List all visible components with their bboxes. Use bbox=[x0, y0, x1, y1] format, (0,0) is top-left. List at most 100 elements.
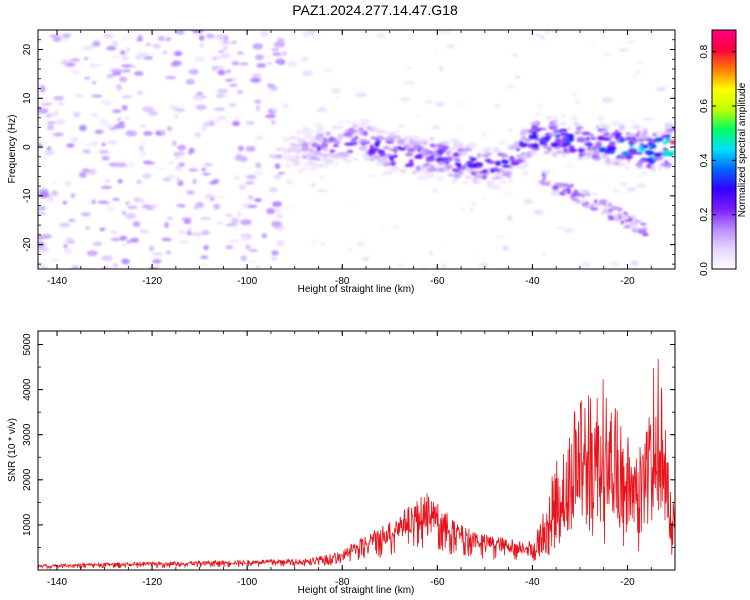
heat-cell bbox=[450, 180, 455, 184]
x-tick-label: -80 bbox=[335, 577, 350, 588]
heat-cell bbox=[501, 245, 510, 252]
colorbar-tick-label: 0.2 bbox=[699, 207, 710, 221]
heat-cell bbox=[92, 241, 103, 246]
heat-cell bbox=[175, 151, 186, 156]
heat-cell bbox=[420, 147, 427, 152]
heat-cell bbox=[333, 162, 339, 166]
spectrogram-x-label: Height of straight line (km) bbox=[298, 284, 415, 295]
heat-cell bbox=[359, 146, 368, 152]
heat-cell bbox=[584, 143, 594, 146]
heat-cell bbox=[63, 243, 68, 249]
heat-cell bbox=[245, 244, 251, 250]
heat-cell bbox=[351, 138, 356, 142]
heat-cell bbox=[311, 33, 323, 39]
heat-cell bbox=[301, 31, 313, 37]
heat-cell bbox=[632, 73, 638, 80]
heat-cell bbox=[173, 50, 183, 57]
heat-cell bbox=[662, 147, 668, 151]
heat-cell bbox=[662, 162, 673, 168]
heat-cell bbox=[265, 54, 272, 58]
heat-cell bbox=[562, 227, 575, 233]
heat-cell bbox=[225, 78, 233, 83]
heat-cell bbox=[181, 217, 193, 221]
heat-cell bbox=[607, 217, 616, 221]
heat-cell bbox=[566, 188, 571, 193]
heat-cell bbox=[237, 89, 244, 95]
heat-cell bbox=[44, 150, 56, 156]
heat-cell bbox=[333, 153, 343, 158]
heat-cell bbox=[645, 150, 655, 155]
heat-cell bbox=[238, 145, 244, 152]
heat-cell bbox=[323, 140, 328, 144]
heat-cell bbox=[151, 257, 162, 260]
y-tick-label: -20 bbox=[22, 237, 33, 252]
heat-cell bbox=[436, 143, 444, 149]
heat-cell bbox=[429, 250, 434, 256]
heat-cell bbox=[549, 150, 557, 154]
heat-cell bbox=[478, 172, 484, 179]
heat-cell bbox=[351, 141, 358, 146]
heat-cell bbox=[125, 162, 135, 169]
heat-cell bbox=[570, 116, 580, 121]
heat-cell bbox=[142, 106, 155, 113]
heat-cell bbox=[91, 94, 103, 98]
heat-cell bbox=[274, 163, 281, 169]
heat-cell bbox=[486, 160, 496, 164]
heat-cell bbox=[471, 202, 476, 206]
heat-cell bbox=[217, 116, 228, 120]
heat-cell bbox=[169, 105, 179, 110]
heat-cell bbox=[613, 161, 620, 166]
y-tick-label: 10 bbox=[22, 92, 33, 104]
heat-cell bbox=[45, 114, 52, 118]
heat-cell bbox=[541, 44, 551, 49]
heat-cell bbox=[121, 64, 133, 68]
heat-cell bbox=[602, 97, 613, 104]
heat-cell bbox=[97, 200, 109, 204]
heat-cell bbox=[269, 85, 278, 91]
heat-cell bbox=[49, 34, 61, 38]
heat-cell bbox=[594, 199, 598, 204]
heat-cell bbox=[437, 161, 445, 166]
heat-cell bbox=[590, 41, 596, 45]
heat-cell bbox=[92, 81, 97, 85]
heat-cell bbox=[102, 122, 114, 128]
heat-cell bbox=[374, 141, 380, 147]
heat-cell bbox=[389, 148, 398, 152]
heat-cell bbox=[271, 250, 279, 256]
heat-cell bbox=[186, 190, 195, 195]
heat-cell bbox=[272, 201, 282, 208]
heat-cell bbox=[209, 181, 218, 185]
heat-cell bbox=[136, 179, 142, 184]
heat-cell bbox=[486, 146, 492, 150]
heat-cell bbox=[325, 131, 332, 136]
heat-cell bbox=[495, 235, 507, 239]
x-tick-label: -100 bbox=[237, 276, 257, 287]
y-tick-label: 3000 bbox=[22, 423, 33, 446]
heat-cell bbox=[590, 154, 601, 159]
heat-cell bbox=[187, 151, 193, 155]
heat-cell bbox=[608, 141, 616, 147]
heat-cell bbox=[138, 229, 150, 234]
heat-cell bbox=[215, 195, 226, 199]
heat-cell bbox=[435, 101, 445, 108]
heat-cell bbox=[511, 53, 519, 58]
heat-cell bbox=[552, 185, 559, 190]
heat-cell bbox=[442, 159, 449, 164]
heat-cell bbox=[84, 57, 89, 60]
heat-cell bbox=[407, 140, 418, 146]
heat-cell bbox=[671, 150, 675, 154]
heat-cell bbox=[533, 112, 541, 116]
heat-cell bbox=[272, 157, 277, 161]
heat-cell bbox=[559, 191, 566, 196]
heat-cell bbox=[549, 133, 557, 136]
heat-cell bbox=[339, 120, 344, 125]
heat-cell bbox=[66, 143, 75, 148]
heat-cell bbox=[441, 263, 447, 268]
heat-cell bbox=[420, 265, 427, 269]
heat-cell bbox=[85, 201, 92, 205]
heat-cell bbox=[522, 169, 529, 176]
heat-cell bbox=[542, 142, 548, 146]
heat-cell bbox=[149, 245, 154, 252]
heat-cell bbox=[286, 60, 297, 67]
heat-cell bbox=[478, 153, 484, 157]
